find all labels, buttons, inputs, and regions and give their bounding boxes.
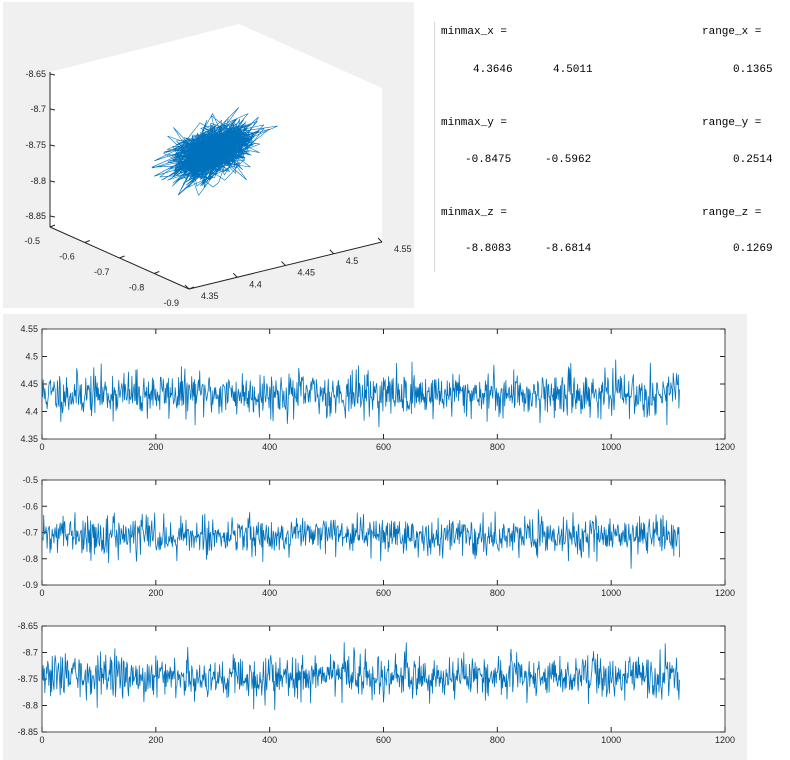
timeseries-plot-3: -8.65 -8.7 -8.75 -8.8 -8.850 200 400 600 800 1000…: [17, 621, 735, 745]
minmax-x-max: 4.5011: [553, 64, 593, 76]
range-z-value: 0.1269: [733, 243, 773, 255]
range-y-value: 0.2514: [733, 154, 773, 166]
timeseries-y-tick-label: 4.45: [20, 379, 38, 389]
timeseries-y-tick-label: 4.55: [20, 324, 38, 334]
plot3d-panel: -8.65 -8.7 -8.75 -8.8 -8.85 -0.5 -0.6 -0.7 -0.8 -…: [3, 2, 414, 308]
timeseries-x-tick-label: 0: [39, 735, 44, 745]
plot3d-z-tick-mark: [49, 144, 56, 147]
plot3d-x-tick-mark: [232, 272, 238, 278]
plot3d-z-tick-label: -8.85: [25, 211, 46, 221]
plot3d-z-tick-label: -8.65: [25, 69, 46, 79]
plot3d-x-tick-mark: [184, 284, 190, 290]
plot3d-x-tick-mark: [329, 249, 335, 255]
range-z-label: range_z =: [702, 207, 762, 219]
plot3d-z-tick-label: -8.8: [30, 176, 46, 186]
console-output: minmax_x = range_x = 4.3646 4.5011 0.136…: [434, 22, 785, 272]
plot3d-x-tick-mark: [281, 261, 286, 266]
plot3d-series-line: [151, 107, 279, 196]
plot3d-y-tick-label: -0.6: [59, 252, 75, 262]
range-y-label: range_y =: [702, 117, 762, 129]
timeseries-x-tick-label: 1000: [601, 735, 621, 745]
plot3d-x-tick-label: 4.4: [249, 279, 262, 289]
plot3d-z-tick-label: -8.75: [25, 140, 46, 150]
plot3d-y-tick-mark: [188, 286, 195, 290]
plot3d-x-tick-label: 4.45: [298, 268, 316, 278]
timeseries-x-tick-label: 0: [39, 442, 44, 452]
plot3d-y-tick-mark: [84, 240, 90, 243]
timeseries-x-tick-label: 400: [262, 588, 277, 598]
timeseries-x-tick-label: 1200: [715, 735, 735, 745]
timeseries-svg: 4.554.54.454.44.350 200 400 600 800 1000 1200-…: [17, 324, 735, 745]
plot3d-z-tick-mark: [49, 73, 56, 76]
plot3d-y-tick-label: -0.8: [129, 283, 145, 293]
plot3d-x-tick-label: 4.55: [394, 244, 412, 254]
plot3d-y-tick-mark: [154, 271, 160, 274]
minmax-z-label: minmax_z =: [441, 207, 508, 219]
plot3d-x-tick-mark: [377, 237, 383, 243]
timeseries-panel: 4.55 4.5 4.45 4.4 4.35 0 200 400 600 800 1000 1200-…: [3, 314, 747, 760]
timeseries-x-tick-label: 1200: [715, 588, 735, 598]
timeseries-x-tick-label: 1200: [715, 442, 735, 452]
timeseries-y-tick-label: -0.5: [22, 475, 38, 485]
plot3d-z-tick-mark: [49, 108, 56, 111]
plot3d-z-tick-mark: [49, 180, 56, 183]
timeseries-x-tick-label: 600: [376, 588, 391, 598]
plot3d-y-tick-label: -0.7: [94, 267, 110, 277]
timeseries-x-tick-label: 800: [490, 735, 505, 745]
minmax-x-label: minmax_x =: [441, 26, 508, 38]
timeseries-y-tick-label: -0.9: [22, 580, 38, 590]
timeseries-y-tick-label: -8.85: [17, 727, 38, 737]
timeseries-y-tick-label: 4.35: [20, 434, 38, 444]
plot3d-x-tick-label: 4.35: [201, 291, 219, 301]
timeseries-plot-1: 4.55 4.5 4.45 4.4 4.350 200 400 600 800 1000 1200: [20, 324, 735, 452]
timeseries-y-tick-label: -8.75: [17, 674, 38, 684]
plot3d-z-tick-label: -8.7: [30, 104, 46, 114]
plot3d-y-tick-mark: [49, 224, 56, 228]
timeseries-series-line: [42, 359, 680, 428]
timeseries-x-tick-label: 800: [490, 442, 505, 452]
timeseries-y-tick-label: 4.5: [25, 352, 38, 362]
timeseries-plot-2: -0.5 -0.6 -0.7 -0.8 -0.90 200 400 600 800 1000 120…: [22, 475, 735, 598]
plot3d-y-tick-mark: [119, 255, 125, 259]
plot3d-svg: -8.65 -8.7 -8.75 -8.8 -8.85 -0.5 -0.6 -0.7 -0.8 -…: [24, 24, 412, 308]
timeseries-y-tick-label: 4.4: [25, 407, 38, 417]
timeseries-x-tick-label: 400: [262, 735, 277, 745]
timeseries-x-tick-label: 200: [148, 588, 163, 598]
timeseries-x-tick-label: 600: [376, 442, 391, 452]
plot3d-z-tick-mark: [49, 215, 56, 218]
timeseries-x-tick-label: 0: [39, 588, 44, 598]
minmax-x-min: 4.3646: [473, 64, 513, 76]
timeseries-x-tick-label: 400: [262, 442, 277, 452]
minmax-y-max: -0.5962: [545, 154, 592, 166]
timeseries-x-tick-label: 600: [376, 735, 391, 745]
timeseries-y-tick-label: -0.7: [22, 528, 38, 538]
timeseries-x-tick-label: 800: [490, 588, 505, 598]
timeseries-series-line: [42, 642, 680, 711]
range-x-label: range_x =: [702, 26, 762, 38]
timeseries-x-tick-label: 1000: [601, 442, 621, 452]
minmax-z-max: -8.6814: [545, 243, 592, 255]
timeseries-x-tick-label: 1000: [601, 588, 621, 598]
plot3d-x-tick-label: 4.5: [346, 256, 359, 266]
timeseries-y-tick-label: -8.65: [17, 621, 38, 631]
timeseries-y-tick-label: -8.7: [22, 648, 38, 658]
timeseries-y-tick-label: -0.8: [22, 554, 38, 564]
plot3d-y-tick-label: -0.9: [163, 298, 179, 308]
timeseries-y-tick-label: -0.6: [22, 501, 38, 511]
timeseries-x-tick-label: 200: [148, 442, 163, 452]
timeseries-x-tick-label: 200: [148, 735, 163, 745]
range-x-value: 0.1365: [733, 64, 773, 76]
minmax-z-min: -8.8083: [465, 243, 512, 255]
minmax-y-label: minmax_y =: [441, 117, 508, 129]
plot3d-y-tick-label: -0.5: [24, 236, 40, 246]
timeseries-series-line: [42, 509, 680, 569]
minmax-y-min: -0.8475: [465, 154, 512, 166]
timeseries-y-tick-label: -8.8: [22, 701, 38, 711]
